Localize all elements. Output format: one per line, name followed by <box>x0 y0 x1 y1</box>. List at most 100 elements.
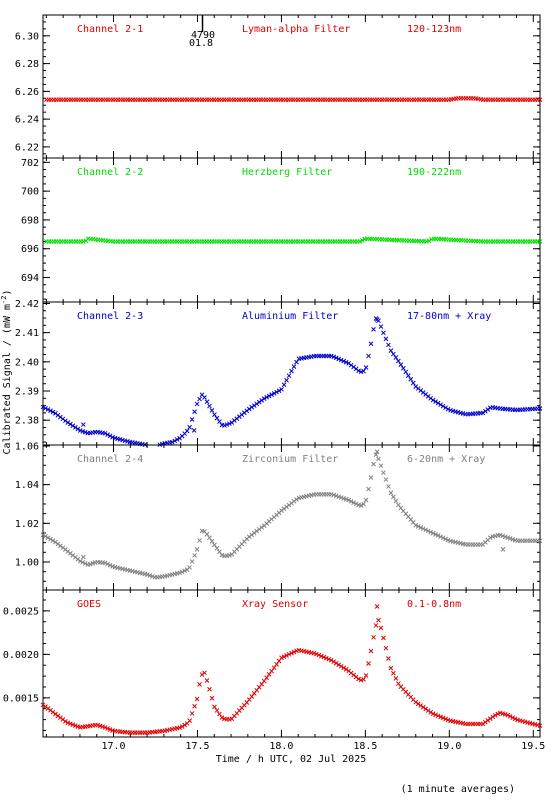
data-point <box>376 617 381 623</box>
data-point <box>207 403 212 409</box>
data-point <box>174 437 180 442</box>
footnote: (1 minute averages) <box>401 784 515 795</box>
data-point <box>428 709 434 715</box>
data-point <box>212 412 217 417</box>
plot-frame <box>42 301 541 446</box>
data-point <box>438 402 443 408</box>
x-tick-label: 19.0 <box>437 741 461 752</box>
data-point <box>207 535 212 541</box>
data-point <box>207 686 212 692</box>
data-point <box>102 430 108 436</box>
data-point <box>440 535 446 541</box>
x-tick-label: 19.5 <box>521 741 545 752</box>
data-point <box>202 670 207 676</box>
data-point <box>172 438 178 444</box>
data-point <box>214 708 220 713</box>
data-point <box>227 421 232 427</box>
data-point <box>70 423 76 429</box>
data-point <box>192 409 197 415</box>
y-tick-label: 2.38 <box>15 416 39 427</box>
data-point <box>294 359 299 365</box>
data-point <box>378 463 384 469</box>
data-point <box>487 535 493 541</box>
data-point <box>204 531 210 537</box>
data-point <box>286 373 292 379</box>
data-point <box>396 681 401 686</box>
data-point <box>274 662 279 667</box>
y-tick-label: 2.40 <box>15 357 39 368</box>
data-point <box>187 718 192 724</box>
data-point <box>353 501 359 507</box>
data-point <box>192 703 197 709</box>
data-point <box>177 725 183 730</box>
data-point <box>374 449 380 455</box>
data-point <box>420 526 426 532</box>
data-point <box>430 530 436 536</box>
data-point <box>197 682 202 687</box>
data-point <box>381 635 386 641</box>
data-point <box>443 536 448 542</box>
channel-title: Channel 2-2 <box>77 167 143 178</box>
y-tick-label: 6.28 <box>15 59 39 70</box>
data-point <box>261 678 267 684</box>
data-series <box>40 449 543 580</box>
data-point <box>391 494 396 500</box>
data-point <box>492 713 498 718</box>
data-point <box>328 657 334 663</box>
data-point <box>366 486 371 492</box>
time-marker-label-top: 4790 <box>191 30 215 41</box>
data-point <box>45 407 51 412</box>
data-point <box>179 724 185 729</box>
data-point <box>410 380 416 386</box>
data-point <box>197 396 202 402</box>
y-tick-label: 2.42 <box>15 299 39 310</box>
data-point <box>50 538 56 543</box>
data-point <box>343 667 349 672</box>
data-point <box>418 703 424 708</box>
y-tick-label: 696 <box>21 244 39 255</box>
data-point <box>371 326 376 332</box>
data-point <box>291 364 297 369</box>
data-point <box>291 649 297 655</box>
data-point <box>284 653 289 658</box>
data-point <box>388 490 394 496</box>
panel-4: 1.00 1.02 1.04 1.06 Channel 2-4 Zirconium Fil… <box>15 441 543 591</box>
data-point <box>413 522 419 528</box>
data-point <box>378 625 384 631</box>
data-point <box>386 656 391 661</box>
y-tick-label: 2.41 <box>15 328 39 339</box>
data-point <box>537 97 543 103</box>
data-point <box>363 365 369 370</box>
panel-5: 0.0015 0.0020 0.0025 GOES Xray Sensor 0.1-0.8… <box>3 589 543 738</box>
data-point <box>386 342 391 348</box>
data-series <box>44 95 543 103</box>
data-point <box>363 497 369 503</box>
plot-frame <box>42 14 541 159</box>
data-point <box>65 420 71 425</box>
channel-title: Channel 2-4 <box>77 454 143 465</box>
y-tick-label: 700 <box>21 187 39 198</box>
data-point <box>321 654 327 660</box>
data-point <box>420 704 426 710</box>
data-point <box>500 547 506 552</box>
data-point <box>107 727 113 732</box>
data-point <box>72 723 78 728</box>
data-point <box>256 399 262 405</box>
data-point <box>357 239 363 244</box>
filter-name: Lyman-alpha Filter <box>242 24 350 35</box>
y-axis-label-text: Calibrated Signal / (mW m <box>2 304 13 455</box>
data-point <box>294 497 299 502</box>
data-point <box>67 421 73 427</box>
y-tick-label: 6.22 <box>15 142 39 153</box>
data-point <box>396 358 401 364</box>
data-point <box>191 428 197 433</box>
data-point <box>343 359 349 365</box>
y-tick-label: 702 <box>21 158 39 169</box>
plot-frame <box>42 589 541 738</box>
data-point <box>386 484 391 489</box>
data-point <box>435 713 441 719</box>
filter-name: Zirconium Filter <box>242 454 338 465</box>
panels: 6.22 6.24 6.26 6.28 6.30 Channel 2-1 Lyman-alp… <box>3 14 543 738</box>
data-point <box>381 470 386 476</box>
data-point <box>276 658 282 664</box>
